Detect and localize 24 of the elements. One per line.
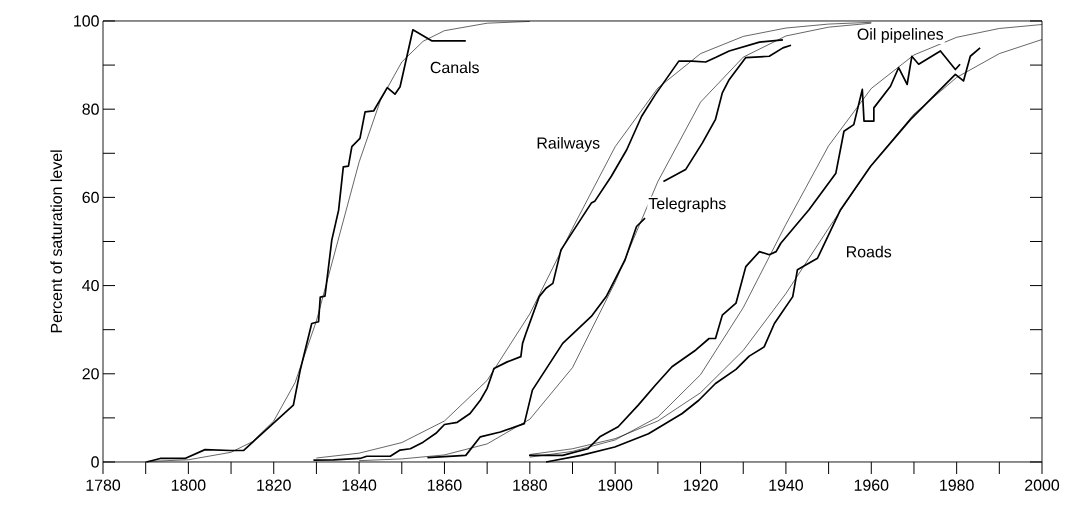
x-tick-label: 1940 [769, 479, 804, 491]
series-label: Railways [537, 137, 600, 152]
x-tick-label: 1920 [684, 479, 718, 491]
x-tick-label: 1820 [257, 479, 291, 491]
y-tick-label: 0 [91, 456, 99, 468]
series-label: Canals [430, 61, 479, 74]
y-tick-label: 100 [74, 15, 99, 27]
x-tick-label: 1880 [513, 479, 547, 491]
series-label: Roads [847, 245, 892, 258]
x-tick-label: 1980 [940, 479, 974, 491]
x-tick-label: 1900 [598, 479, 633, 491]
series-label: Telegraphs [648, 197, 726, 213]
y-tick-label: 80 [82, 103, 99, 115]
x-tick-label: 1960 [854, 479, 889, 491]
x-tick-label: 1780 [86, 479, 121, 491]
x-tick-label: 1800 [171, 479, 206, 491]
y-tick-label: 60 [82, 191, 99, 204]
x-tick-label: 1840 [342, 479, 377, 491]
x-tick-label: 2000 [1025, 479, 1060, 491]
x-tick-label: 1860 [427, 479, 462, 491]
y-tick-label: 20 [82, 368, 99, 380]
y-tick-label: 40 [82, 279, 99, 292]
series-label: Oil pipelines [857, 28, 944, 43]
y-axis-title: Percent of saturation level [50, 150, 63, 333]
